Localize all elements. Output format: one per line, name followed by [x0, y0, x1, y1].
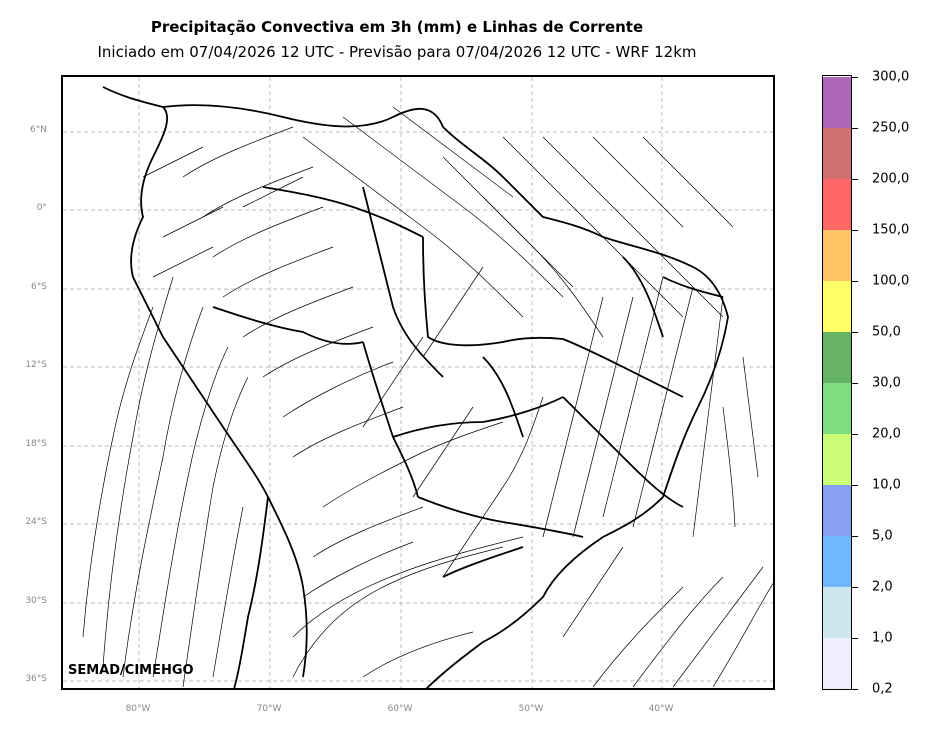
colorbar-tick — [852, 586, 858, 588]
lat-label: 18°S — [25, 439, 47, 449]
lon-label: 40°W — [648, 704, 674, 714]
colorbar-label: 30,0 — [872, 375, 901, 390]
colorbar-cell — [823, 434, 851, 485]
colorbar-label: 10,0 — [872, 477, 901, 492]
lat-label: 6°N — [30, 125, 47, 135]
colorbar-tick — [852, 433, 858, 435]
map-title: Precipitação Convectiva em 3h (mm) e Lin… — [150, 18, 644, 36]
colorbar — [822, 75, 852, 690]
colorbar-label: 300,0 — [872, 69, 910, 84]
lat-label: 36°S — [25, 674, 47, 684]
graticule — [63, 77, 773, 688]
colorbar-tick — [852, 637, 858, 639]
colorbar-label: 200,0 — [872, 171, 910, 186]
colorbar-tick — [852, 331, 858, 333]
colorbar-tick — [852, 178, 858, 180]
map-canvas — [63, 77, 773, 688]
colorbar-tick — [852, 127, 858, 129]
lat-label: 0° — [36, 203, 47, 213]
map-subtitle: Iniciado em 07/04/2026 12 UTC - Previsão… — [97, 43, 697, 61]
colorbar-cell — [823, 587, 851, 638]
colorbar-cell — [823, 383, 851, 434]
colorbar-tick — [852, 535, 858, 537]
colorbar-label: 5,0 — [872, 528, 893, 543]
colorbar-label: 50,0 — [872, 324, 901, 339]
colorbar-label: 20,0 — [872, 426, 901, 441]
colorbar-tick — [852, 688, 858, 690]
lat-label: 30°S — [25, 596, 47, 606]
colorbar-cell — [823, 638, 851, 689]
colorbar-tick — [852, 382, 858, 384]
lat-label: 24°S — [25, 517, 47, 527]
colorbar-tick — [852, 76, 858, 78]
colorbar-label: 150,0 — [872, 222, 910, 237]
lat-label: 12°S — [25, 360, 47, 370]
colorbar-cell — [823, 332, 851, 383]
colorbar-tick — [852, 229, 858, 231]
colorbar-label: 2,0 — [872, 579, 893, 594]
colorbar-cell — [823, 77, 851, 128]
colorbar-cell — [823, 128, 851, 179]
streamlines — [82, 106, 773, 688]
lon-label: 50°W — [518, 704, 544, 714]
lon-label: 80°W — [125, 704, 151, 714]
colorbar-label: 1,0 — [872, 630, 893, 645]
colorbar-tick — [852, 280, 858, 282]
colorbar-cell — [823, 230, 851, 281]
colorbar-cell — [823, 536, 851, 587]
colorbar-label: 250,0 — [872, 120, 910, 135]
colorbar-label: 100,0 — [872, 273, 910, 288]
map-panel — [61, 75, 775, 690]
lon-label: 60°W — [387, 704, 413, 714]
colorbar-cell — [823, 485, 851, 536]
colorbar-cell — [823, 281, 851, 332]
coastlines-borders — [102, 86, 729, 688]
colorbar-tick — [852, 484, 858, 486]
lat-label: 6°S — [31, 282, 47, 292]
lon-label: 70°W — [256, 704, 282, 714]
colorbar-label: 0,2 — [872, 681, 893, 696]
colorbar-cell — [823, 179, 851, 230]
credit-label: SEMAD/CIMEHGO — [68, 663, 194, 678]
